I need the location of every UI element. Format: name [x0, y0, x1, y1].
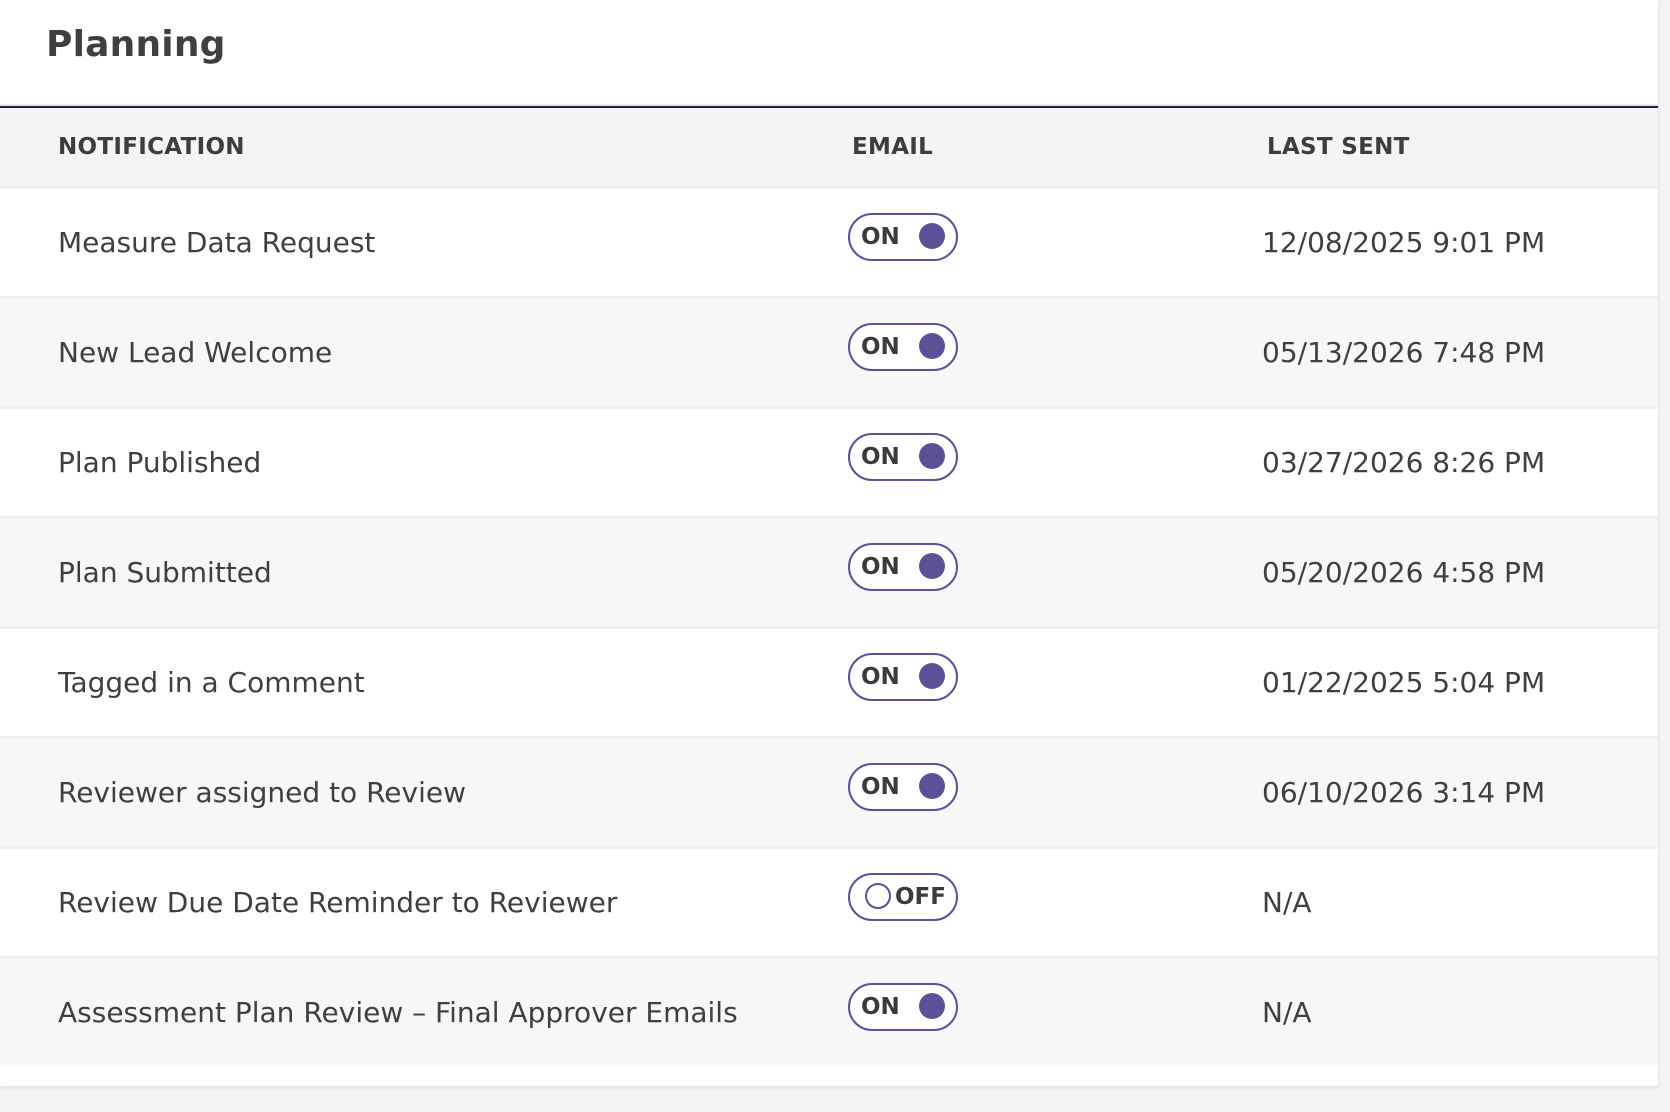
- table-row: Measure Data Request ON 12/08/2025 9:01 …: [0, 186, 1658, 296]
- email-toggle[interactable]: ON: [848, 983, 958, 1031]
- notification-name: Plan Submitted: [58, 556, 272, 589]
- last-sent-value: 03/27/2026 8:26 PM: [1262, 446, 1546, 479]
- email-toggle[interactable]: ON: [848, 323, 958, 371]
- toggle-knob-icon: [919, 773, 945, 799]
- last-sent-value: 01/22/2025 5:04 PM: [1262, 666, 1546, 699]
- notification-name: New Lead Welcome: [58, 336, 333, 369]
- column-header-last-sent: LAST SENT: [1267, 134, 1410, 160]
- notification-name: Reviewer assigned to Review: [58, 776, 466, 809]
- notification-name: Plan Published: [58, 446, 262, 479]
- last-sent-value: 05/20/2026 4:58 PM: [1262, 556, 1546, 589]
- email-toggle[interactable]: ON: [848, 213, 958, 261]
- toggle-knob-icon: [919, 443, 945, 469]
- last-sent-value: N/A: [1262, 886, 1312, 919]
- toggle-knob-icon: [919, 333, 945, 359]
- last-sent-value: 06/10/2026 3:14 PM: [1262, 776, 1546, 809]
- table-row: Review Due Date Reminder to Reviewer OFF…: [0, 846, 1658, 956]
- table-row: New Lead Welcome ON 05/13/2026 7:48 PM: [0, 296, 1658, 406]
- email-toggle[interactable]: ON: [848, 543, 958, 591]
- email-toggle[interactable]: OFF: [848, 873, 958, 921]
- toggle-knob-icon: [919, 553, 945, 579]
- toggle-state-label: ON: [861, 554, 900, 580]
- toggle-knob-icon: [865, 883, 891, 909]
- table-row: Reviewer assigned to Review ON 06/10/202…: [0, 736, 1658, 846]
- table-row: Tagged in a Comment ON 01/22/2025 5:04 P…: [0, 626, 1658, 736]
- toggle-knob-icon: [919, 663, 945, 689]
- notification-name: Tagged in a Comment: [58, 666, 365, 699]
- toggle-state-label: ON: [861, 774, 900, 800]
- toggle-state-label: ON: [861, 664, 900, 690]
- last-sent-value: N/A: [1262, 996, 1312, 1029]
- table-header: NOTIFICATION EMAIL LAST SENT: [0, 108, 1658, 186]
- notifications-table: NOTIFICATION EMAIL LAST SENT Measure Dat…: [0, 108, 1658, 1066]
- toggle-knob-icon: [919, 993, 945, 1019]
- email-toggle[interactable]: ON: [848, 433, 958, 481]
- email-toggle[interactable]: ON: [848, 653, 958, 701]
- toggle-state-label: ON: [861, 444, 900, 470]
- notification-name: Assessment Plan Review – Final Approver …: [58, 996, 738, 1029]
- section-title: Planning: [46, 24, 226, 65]
- toggle-knob-icon: [919, 223, 945, 249]
- table-row: Plan Submitted ON 05/20/2026 4:58 PM: [0, 516, 1658, 626]
- table-row: Plan Published ON 03/27/2026 8:26 PM: [0, 406, 1658, 516]
- last-sent-value: 05/13/2026 7:48 PM: [1262, 336, 1546, 369]
- table-row: Assessment Plan Review – Final Approver …: [0, 956, 1658, 1066]
- toggle-state-label: ON: [861, 994, 900, 1020]
- notification-name: Review Due Date Reminder to Reviewer: [58, 886, 618, 919]
- toggle-state-label: OFF: [895, 884, 946, 910]
- planning-notifications-card: Planning NOTIFICATION EMAIL LAST SENT Me…: [0, 0, 1658, 1086]
- email-toggle[interactable]: ON: [848, 763, 958, 811]
- notification-name: Measure Data Request: [58, 226, 376, 259]
- header-divider: [0, 104, 1658, 108]
- column-header-notification: NOTIFICATION: [58, 134, 245, 160]
- toggle-state-label: ON: [861, 334, 900, 360]
- toggle-state-label: ON: [861, 224, 900, 250]
- last-sent-value: 12/08/2025 9:01 PM: [1262, 226, 1546, 259]
- column-header-email: EMAIL: [852, 134, 934, 160]
